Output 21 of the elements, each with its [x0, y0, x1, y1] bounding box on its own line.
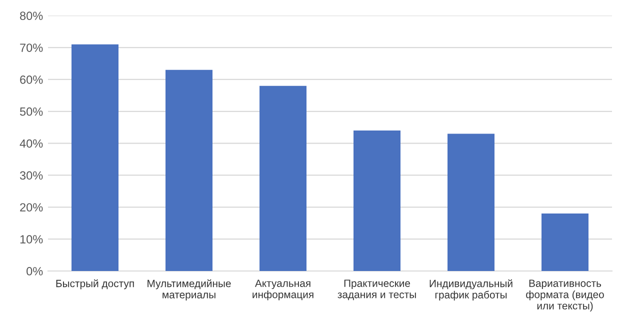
bar — [166, 70, 212, 271]
x-tick-label: Мультимедийные материалы — [148, 279, 231, 300]
y-tick-label: 0% — [26, 267, 43, 276]
y-tick-label: 70% — [20, 44, 43, 52]
y-tick-label: 20% — [20, 203, 43, 212]
x-tick-label: Практические задания и тесты — [338, 280, 416, 300]
bar — [354, 130, 400, 271]
bar — [542, 214, 588, 271]
x-tick-label: Вариативность формата (видео или тексты) — [526, 280, 604, 312]
y-tick-label: 60% — [20, 76, 43, 84]
y-tick-label: 30% — [20, 171, 43, 180]
y-tick-label: 50% — [20, 107, 43, 116]
x-tick-label: Индивидуальный график работы — [430, 279, 512, 301]
bar — [448, 134, 494, 271]
y-tick-label: 80% — [20, 12, 43, 20]
x-tick-label: Быстрый доступ — [56, 279, 134, 290]
bar — [260, 86, 306, 271]
bar — [72, 44, 118, 271]
x-tick-label: Актуальная информация — [252, 280, 314, 300]
y-tick-label: 40% — [20, 139, 43, 148]
y-tick-label: 10% — [20, 235, 43, 244]
